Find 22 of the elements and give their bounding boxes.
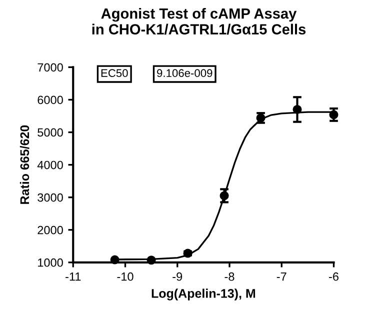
x-tick-label: -10 <box>117 272 134 281</box>
chart-title: Agonist Test of cAMP Assay in CHO-K1/AGTRL1/Gα15 Cells <box>92 8 306 35</box>
y-tick-label: 7000 <box>38 63 63 72</box>
y-tick-label: 4000 <box>37 160 63 170</box>
annotation: EC50 <box>101 69 128 78</box>
point <box>220 191 229 200</box>
x-tick-label: -9 <box>172 272 182 281</box>
y-tick-label: 3000 <box>38 193 63 202</box>
x-tick-label: -8 <box>224 272 234 281</box>
y-axis-title: Ratio 665/620 <box>20 125 30 204</box>
x-tick-label: -7 <box>276 272 286 281</box>
y-tick-label: 6000 <box>38 96 63 104</box>
x-tick-label: -11 <box>66 272 81 281</box>
annotation: 9.106e-009 <box>157 69 212 78</box>
y-tick-label: 1000 <box>38 258 63 267</box>
point <box>292 104 302 114</box>
y-tick-label: 5000 <box>38 128 63 137</box>
x-axis-title: Log(Apelin-13), M <box>152 288 256 300</box>
x-tick-label: -6 <box>329 272 338 281</box>
y-tick-label: 2000 <box>38 226 63 234</box>
point <box>110 255 120 264</box>
point <box>146 256 156 265</box>
